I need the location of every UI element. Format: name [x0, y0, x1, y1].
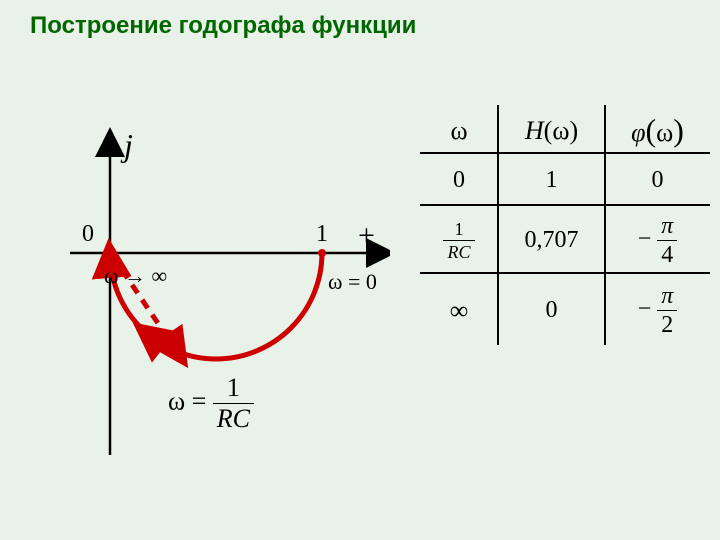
table-cell-r3c1: ∞: [420, 273, 498, 345]
table-cell-r2c3: − π4: [605, 205, 710, 273]
table-cell-r1c1: 0: [420, 153, 498, 205]
table-cell-r3c2: 0: [498, 273, 605, 345]
table-header-omega: ω: [420, 105, 498, 153]
plot-plus-label: +: [358, 219, 375, 253]
table-cell-r1c2: 1: [498, 153, 605, 205]
plot-omega-inf: ω → ∞: [104, 263, 167, 289]
page-title: Построение годографа функции: [30, 12, 416, 40]
plot-zero-tick: 0: [82, 221, 94, 248]
table-header-phi: φ(ω): [605, 105, 710, 153]
table-cell-r3c3: − π2: [605, 273, 710, 345]
table-cell-r2c2: 0,707: [498, 205, 605, 273]
table-cell-r2c1: 1RC: [420, 205, 498, 273]
table-header-H: H(ω): [498, 105, 605, 153]
plot-j-label: j: [124, 127, 133, 164]
plot-one-tick: 1: [316, 221, 328, 248]
table-cell-r1c3: 0: [605, 153, 710, 205]
plot-omega-rc: ω = 1RC: [168, 375, 254, 432]
plot-omega-zero: ω = 0: [328, 269, 377, 295]
